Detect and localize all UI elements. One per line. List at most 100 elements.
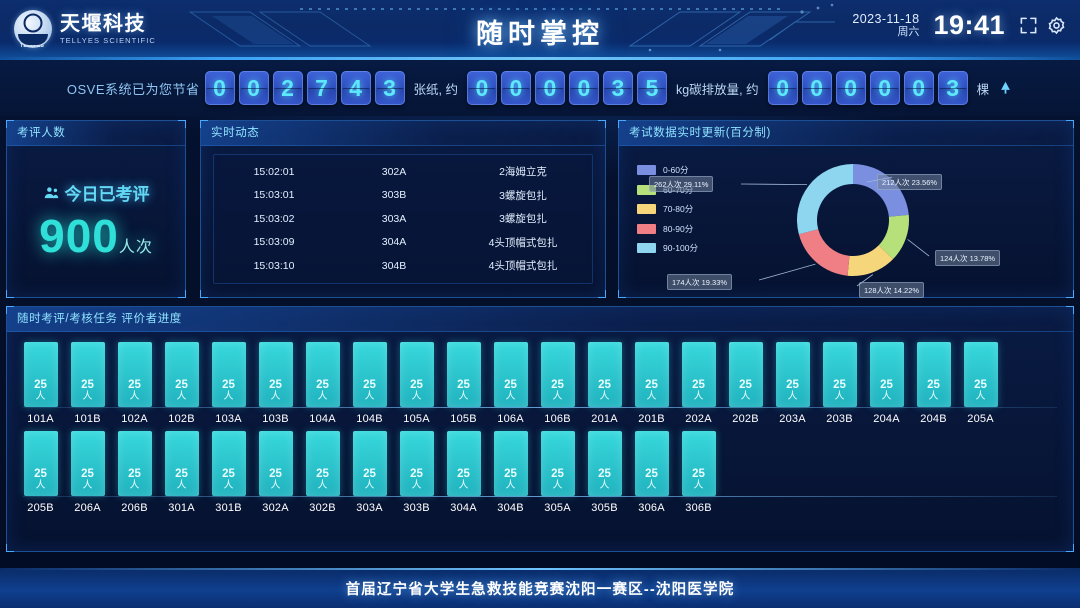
progress-bar-item[interactable]: 25 人	[581, 342, 628, 407]
gear-icon[interactable]	[1047, 16, 1066, 35]
progress-bar-label: 301B	[215, 502, 242, 514]
legend-label: 80-90分	[663, 223, 694, 234]
count-unit: 人次	[118, 238, 153, 256]
progress-bar-item[interactable]: 25 人	[675, 431, 722, 496]
progress-bar-item[interactable]: 25 人	[17, 431, 64, 496]
progress-bar: 25 人	[587, 342, 622, 407]
page-title: 随时掌控	[476, 19, 604, 49]
datetime-block: 2023-11-18 周六	[852, 12, 919, 39]
progress-bar: 25 人	[493, 342, 528, 407]
progress-bar-item[interactable]: 25 人	[158, 342, 205, 407]
progress-bar-item[interactable]: 25 人	[111, 342, 158, 407]
legend-item[interactable]: 70-80分	[637, 203, 698, 215]
header-dot-line	[300, 8, 780, 10]
progress-bar-item[interactable]: 25 人	[722, 342, 769, 407]
donut-segment[interactable]	[847, 245, 894, 276]
progress-bar-item[interactable]: 25 人	[64, 431, 111, 496]
donut-segment[interactable]	[797, 164, 853, 235]
progress-bar-value: 25	[692, 468, 705, 481]
header-date: 2023-11-18	[852, 11, 920, 26]
progress-bar-value: 25	[974, 379, 987, 392]
progress-bar-item[interactable]: 25 人	[816, 342, 863, 407]
list-item[interactable]: 15:03:09 304A 4头顶帽式包扎	[214, 231, 592, 255]
digit: 0	[466, 71, 497, 105]
digit: 0	[500, 71, 531, 105]
progress-bar: 25 人	[211, 431, 246, 496]
fullscreen-icon[interactable]	[1019, 16, 1038, 35]
progress-bar: 25 人	[446, 431, 481, 496]
logo-name-en: TELLYES SCIENTIFIC	[60, 35, 156, 45]
progress-bar-unit: 人	[82, 390, 93, 402]
donut-data-label: 124人次 13.78%	[935, 250, 1001, 266]
digit: 0	[534, 71, 565, 105]
progress-bar-item[interactable]: 25 人	[910, 342, 957, 407]
progress-bar-unit: 人	[552, 390, 563, 402]
progress-bar-item[interactable]: 25 人	[534, 342, 581, 407]
progress-bar-item[interactable]: 25 人	[205, 431, 252, 496]
progress-row-1: 25 人 25 人 25 人 25 人 25 人 25 人 25 人 25 人 25 人 25 人 25 人 25 人 25 人 2…	[17, 342, 1063, 425]
progress-bar-item[interactable]: 25 人	[64, 342, 111, 407]
progress-bar-unit: 人	[693, 479, 704, 491]
progress-bar-item[interactable]: 25 人	[111, 431, 158, 496]
progress-bar-value: 25	[880, 379, 893, 392]
progress-bar-label: 106A	[497, 413, 524, 425]
progress-bar-label: 206B	[121, 502, 148, 514]
progress-bar-item[interactable]: 25 人	[252, 431, 299, 496]
donut-segment[interactable]	[798, 229, 850, 276]
progress-bar-item[interactable]: 25 人	[17, 342, 64, 407]
progress-bar-item[interactable]: 25 人	[863, 342, 910, 407]
progress-bar-item[interactable]: 25 人	[346, 342, 393, 407]
counter-prefix-label: OSVE系统已为您节省	[66, 81, 200, 97]
progress-bar-unit: 人	[693, 390, 704, 402]
progress-bar-item[interactable]: 25 人	[675, 342, 722, 407]
progress-bar-label: 204A	[873, 413, 900, 425]
progress-bar-value: 25	[833, 379, 846, 392]
evaluator-progress-card: 随时考评/考核任务 评价者进度 25 人 25 人 25 人 25 人 25 人 25 人 25 人 25 人…	[6, 306, 1074, 552]
list-item[interactable]: 15:03:02 303A 3螺旋包扎	[214, 207, 592, 231]
row-time: 15:03:01	[253, 189, 295, 202]
progress-bar-item[interactable]: 25 人	[299, 431, 346, 496]
progress-bar-item[interactable]: 25 人	[628, 342, 675, 407]
list-item[interactable]: 15:03:10 304B 4头顶帽式包扎	[214, 254, 592, 278]
progress-bar-label: 105B	[450, 413, 477, 425]
progress-bar: 25 人	[352, 342, 387, 407]
progress-bar-item[interactable]: 25 人	[581, 431, 628, 496]
progress-bar-unit: 人	[787, 390, 798, 402]
progress-bar: 25 人	[728, 342, 763, 407]
progress-bar-item[interactable]: 25 人	[769, 342, 816, 407]
progress-bar-label: 102A	[121, 413, 148, 425]
progress-bar-item[interactable]: 25 人	[158, 431, 205, 496]
progress-bar-item[interactable]: 25 人	[346, 431, 393, 496]
progress-bar-item[interactable]: 25 人	[628, 431, 675, 496]
digit: 3	[602, 71, 633, 105]
progress-bar-unit: 人	[881, 390, 892, 402]
donut-segment[interactable]	[853, 164, 909, 217]
legend-item[interactable]: 90-100分	[637, 242, 698, 254]
progress-bar-item[interactable]: 25 人	[205, 342, 252, 407]
progress-bar-item[interactable]: 25 人	[957, 342, 1004, 407]
legend-item[interactable]: 80-90分	[637, 223, 698, 235]
list-item[interactable]: 15:02:01 302A 2海姆立克	[214, 160, 592, 184]
progress-bar-item[interactable]: 25 人	[299, 342, 346, 407]
list-item[interactable]: 15:03:01 303B 3螺旋包扎	[214, 184, 592, 208]
progress-bar-value: 25	[363, 379, 376, 392]
progress-bar: 25 人	[822, 342, 857, 407]
progress-bar-item[interactable]: 25 人	[440, 431, 487, 496]
legend-item[interactable]: 0-60分	[637, 164, 698, 176]
donut-segment[interactable]	[878, 214, 909, 260]
donut-chart	[787, 154, 919, 286]
row-item: 3螺旋包扎	[499, 213, 547, 226]
progress-bar-item[interactable]: 25 人	[487, 342, 534, 407]
progress-bar-item[interactable]: 25 人	[440, 342, 487, 407]
progress-bar-item[interactable]: 25 人	[487, 431, 534, 496]
digit: 0	[903, 71, 934, 105]
progress-bar-value: 25	[81, 379, 94, 392]
progress-bar-item[interactable]: 25 人	[252, 342, 299, 407]
progress-bar-item[interactable]: 25 人	[393, 342, 440, 407]
progress-bar-value: 25	[316, 379, 329, 392]
digit: 0	[238, 71, 269, 105]
progress-bar-item[interactable]: 25 人	[393, 431, 440, 496]
progress-bar-unit: 人	[364, 390, 375, 402]
progress-bar-item[interactable]: 25 人	[534, 431, 581, 496]
